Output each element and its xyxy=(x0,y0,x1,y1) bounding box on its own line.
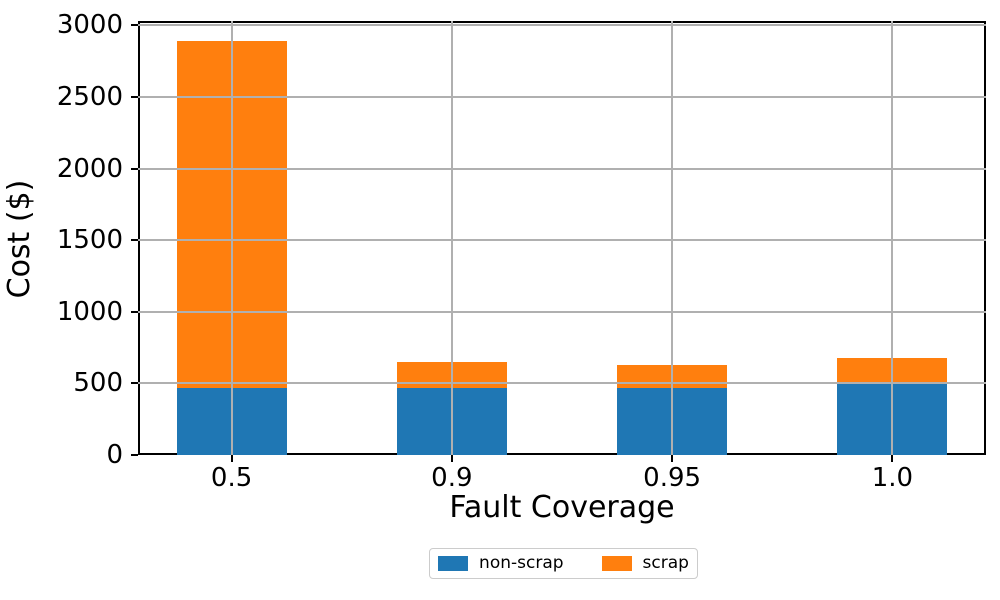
legend-swatch-non-scrap xyxy=(438,556,469,571)
legend-label-non-scrap: non-scrap xyxy=(479,553,564,573)
v-gridline-1.0 xyxy=(891,21,894,455)
legend-item-non-scrap: non-scrap xyxy=(438,555,564,572)
x-tick-0.9 xyxy=(450,455,453,462)
h-gridline-2500 xyxy=(138,95,986,98)
y-tick-label-500: 500 xyxy=(73,368,123,399)
v-gridline-0.5 xyxy=(230,21,233,455)
h-gridline-2000 xyxy=(138,167,986,170)
h-gridline-1000 xyxy=(138,310,986,313)
h-gridline-1500 xyxy=(138,239,986,242)
x-tick-label-0.9: 0.9 xyxy=(431,463,473,493)
legend: non-scrap scrap xyxy=(429,548,698,579)
x-axis-title: Fault Coverage xyxy=(449,490,675,525)
legend-item-scrap: scrap xyxy=(601,553,689,573)
y-tick-label-2500: 2500 xyxy=(56,81,123,112)
y-tick-label-2000: 2000 xyxy=(56,153,123,184)
legend-swatch-scrap xyxy=(601,556,632,571)
y-axis-title: Cost ($) xyxy=(2,179,37,299)
x-tick-label-1.0: 1.0 xyxy=(871,463,914,493)
y-tick-label-1500: 1500 xyxy=(56,225,123,256)
x-tick-0.95 xyxy=(671,455,674,462)
y-tick-0 xyxy=(131,454,138,456)
y-tick-label-3000: 3000 xyxy=(56,10,123,41)
y-tick-label-1000: 1000 xyxy=(56,296,123,327)
x-tick-0.5 xyxy=(230,455,233,462)
legend-label-scrap: scrap xyxy=(642,553,689,573)
y-tick-label-0: 0 xyxy=(106,440,123,470)
y-tick-2500 xyxy=(131,95,138,98)
h-gridline-3000 xyxy=(138,24,986,27)
h-gridline-500 xyxy=(138,382,986,385)
y-tick-2000 xyxy=(131,167,138,170)
x-tick-1.0 xyxy=(891,455,894,462)
y-tick-500 xyxy=(131,382,138,385)
y-tick-1500 xyxy=(131,239,138,242)
y-tick-1000 xyxy=(131,310,138,313)
y-tick-3000 xyxy=(131,24,138,27)
v-gridline-0.95 xyxy=(671,21,674,455)
v-gridline-0.9 xyxy=(450,21,453,455)
x-tick-label-0.95: 0.95 xyxy=(643,463,702,493)
x-tick-label-0.5: 0.5 xyxy=(210,463,253,493)
